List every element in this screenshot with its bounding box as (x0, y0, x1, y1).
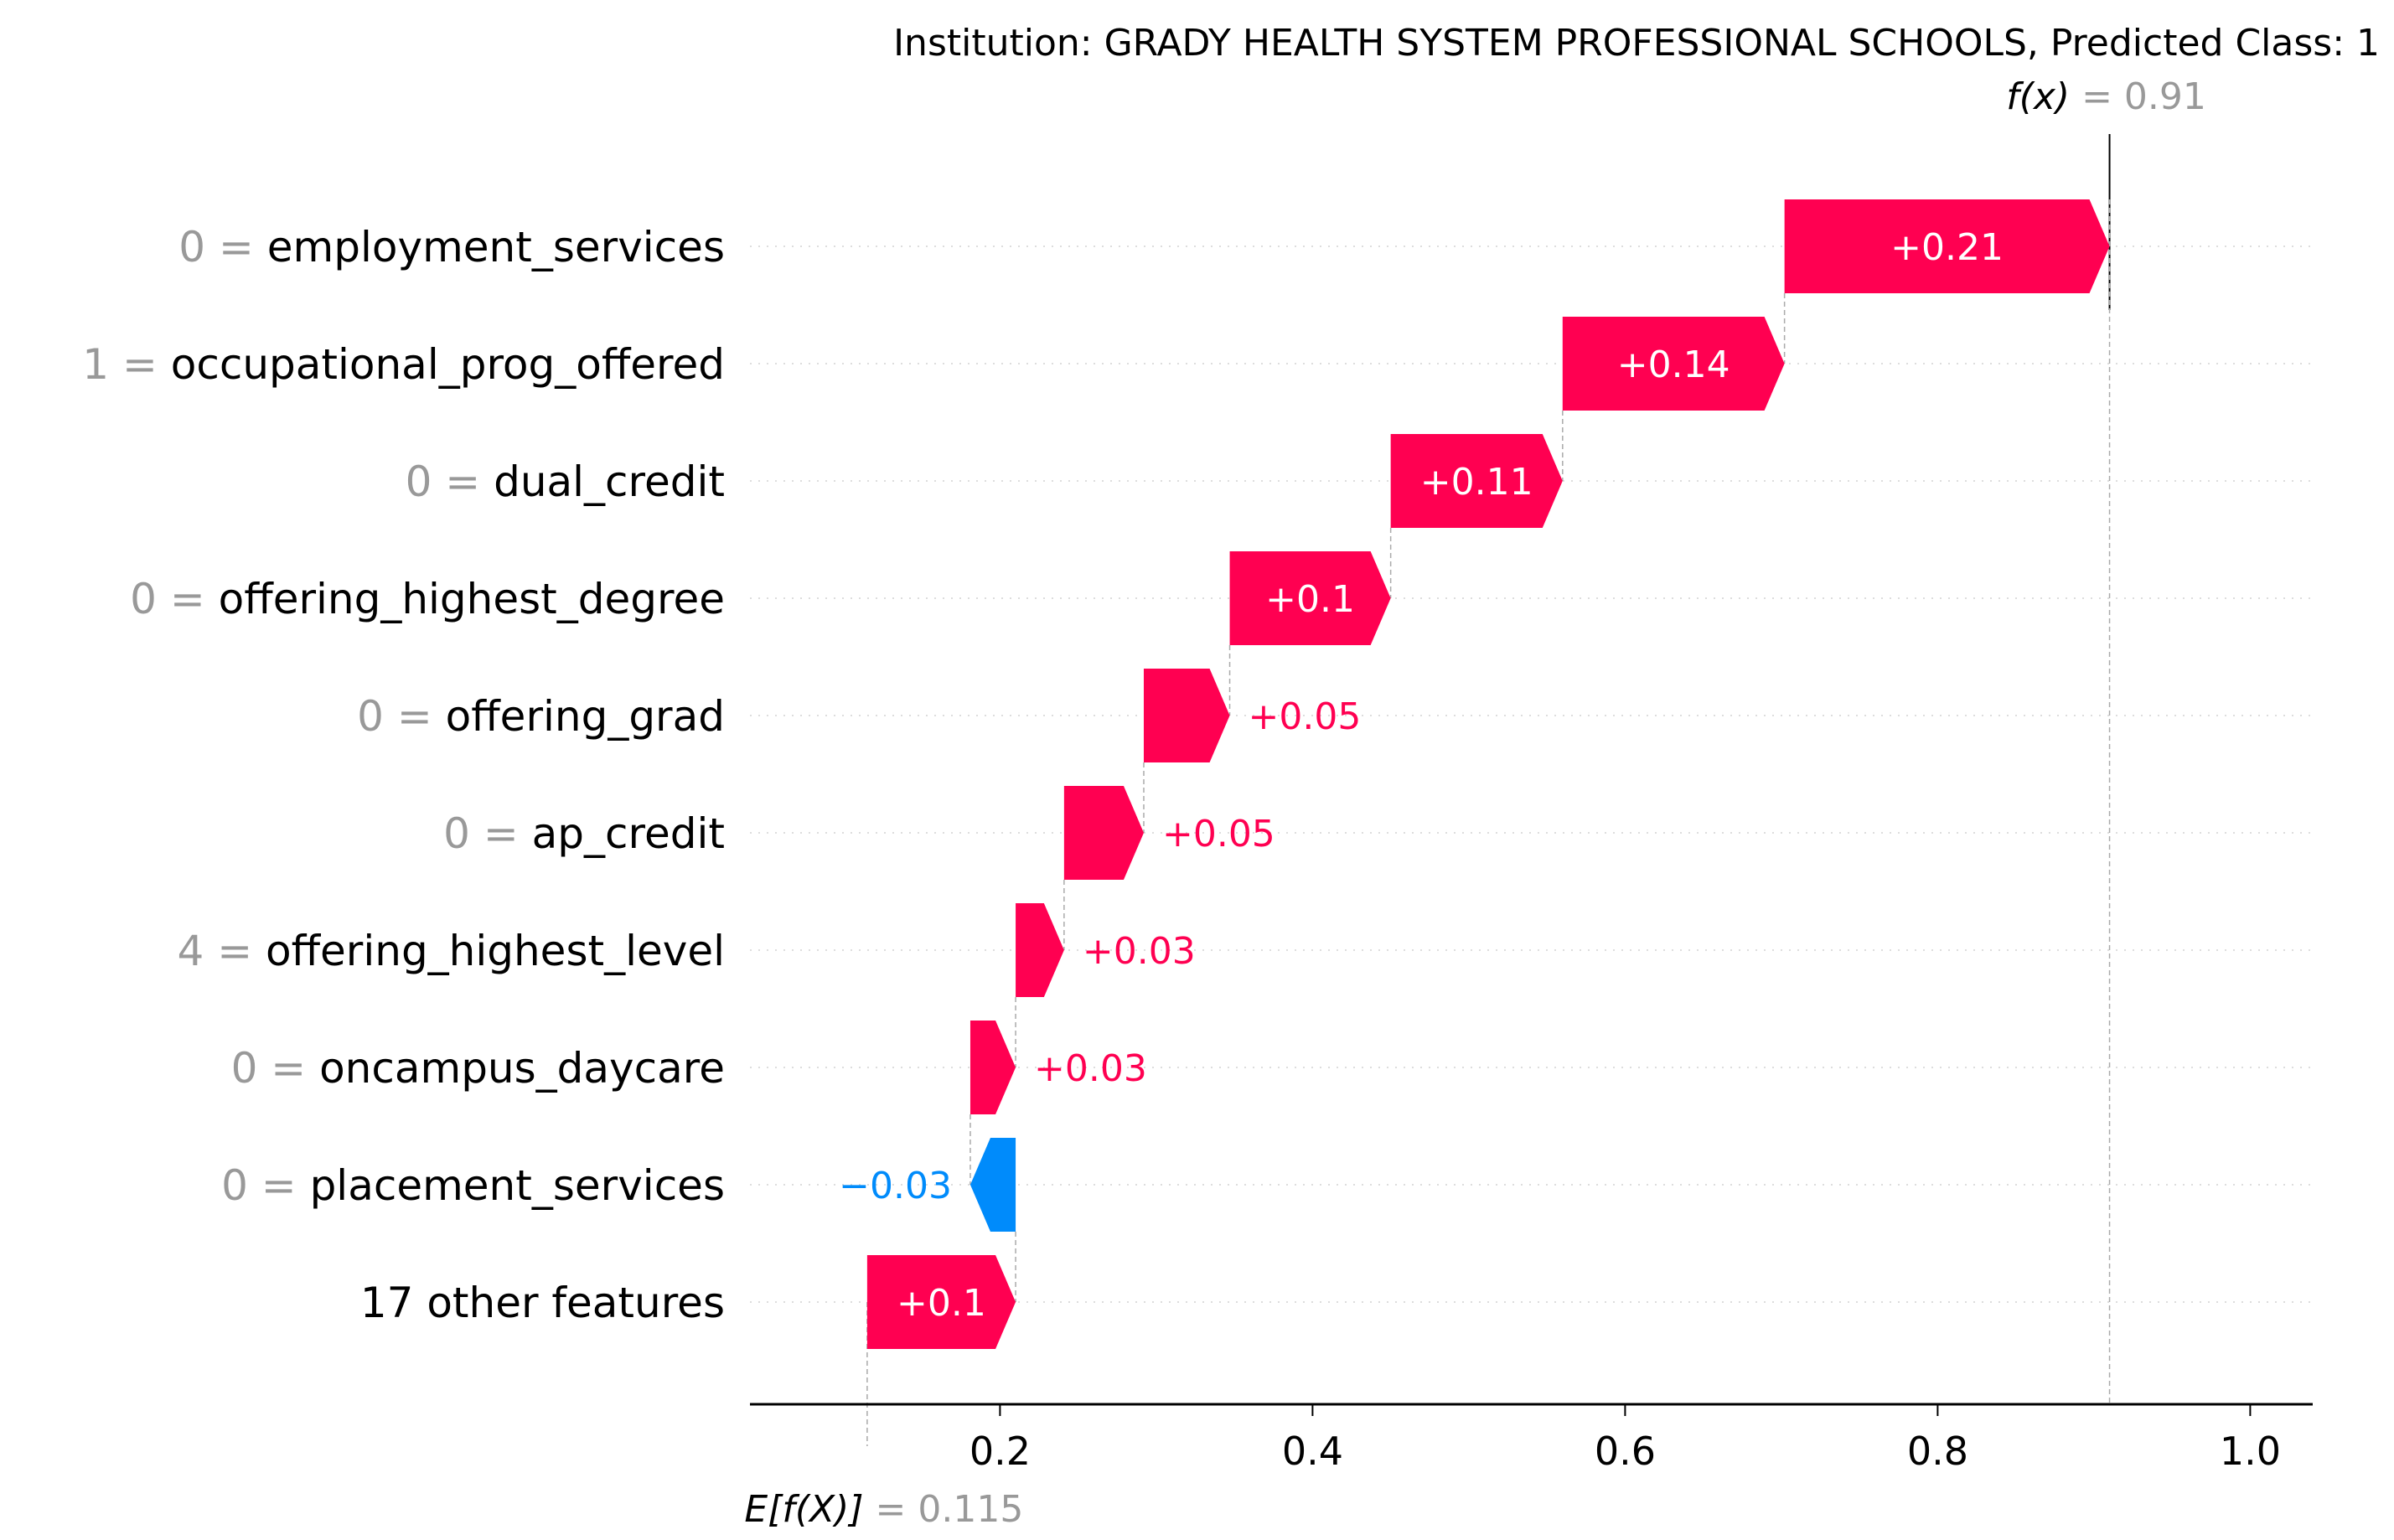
feature-label: 1 = occupational_prog_offered (82, 340, 725, 389)
base-value-annotation: E[f(X)] = 0.115 (744, 1488, 1023, 1531)
feature-label: 17 other features (360, 1279, 725, 1327)
bar-value-label: +0.1 (897, 1282, 986, 1325)
feature-value: 4 = (178, 927, 266, 975)
feature-value: 0 = (443, 809, 532, 858)
feature-value: 0 = (130, 575, 219, 623)
feature-name: placement_services (310, 1161, 725, 1210)
row-gridlines (750, 245, 2313, 1303)
feature-label: 0 = placement_services (221, 1161, 725, 1210)
feature-label: 4 = offering_highest_level (178, 927, 726, 975)
feature-value: 0 = (178, 223, 267, 271)
x-tick-label: 0.2 (969, 1429, 1031, 1474)
bar-value-label: +0.1 (1265, 578, 1355, 621)
x-tick-label: 1.0 (2220, 1429, 2281, 1474)
base-value-number: = 0.115 (876, 1488, 1024, 1531)
x-tick-label: 0.4 (1282, 1429, 1343, 1474)
positive-contribution-bar (1016, 903, 1064, 997)
x-tick-label: 0.6 (1595, 1429, 1656, 1474)
feature-label: 0 = offering_highest_degree (130, 575, 725, 623)
feature-labels: +0.21 0 = employment_services +0.14 1 = occ… (82, 223, 2004, 1327)
bar-value-label: +0.03 (1083, 930, 1196, 973)
bar-value-label: +0.11 (1420, 461, 1533, 504)
bar-value-label: +0.14 (1617, 344, 1730, 386)
positive-contribution-bar (969, 1021, 1016, 1114)
x-axis: 0.2 0.4 0.6 0.8 1.0 (750, 1403, 2313, 1474)
positive-contribution-bar (1784, 199, 2110, 293)
feature-label: 0 = ap_credit (443, 809, 725, 858)
feature-value: 0 = (357, 692, 446, 741)
feature-label: 0 = offering_grad (357, 692, 725, 741)
positive-contribution-bar (866, 1255, 1016, 1349)
feature-name: employment_services (267, 223, 725, 271)
feature-label: 0 = dual_credit (406, 457, 725, 506)
output-value-annotation: f(x) = 0.91 (2006, 75, 2206, 118)
feature-name: occupational_prog_offered (171, 340, 725, 389)
contribution-bars (866, 199, 2110, 1349)
positive-contribution-bar (1229, 551, 1391, 645)
feature-label: 0 = employment_services (178, 223, 725, 271)
feature-name: ap_credit (532, 809, 725, 858)
output-value-number: = 0.91 (2081, 75, 2206, 118)
positive-contribution-bar (1143, 669, 1230, 762)
negative-contribution-bar (969, 1138, 1016, 1232)
connector-lines (866, 134, 2111, 1446)
positive-contribution-bar (1063, 786, 1144, 880)
feature-name: 17 other features (360, 1279, 725, 1327)
bar-value-label: +0.05 (1249, 695, 1362, 738)
value-annotations: f(x) = 0.91 E[f(X)] = 0.115 (744, 75, 2205, 1531)
bar-value-label: +0.05 (1162, 813, 1275, 855)
feature-name: dual_credit (494, 457, 725, 506)
bar-value-label: −0.03 (839, 1165, 952, 1207)
feature-name: offering_highest_degree (219, 575, 725, 623)
feature-name: offering_grad (446, 692, 725, 741)
feature-value: 0 = (406, 457, 494, 506)
bar-value-label: +0.21 (1890, 226, 2004, 269)
positive-contribution-bar (1390, 434, 1563, 528)
base-value-symbol: E[f(X)] (744, 1488, 875, 1531)
feature-label: 0 = oncampus_daycare (231, 1044, 725, 1093)
feature-value: 0 = (231, 1044, 320, 1093)
feature-name: oncampus_daycare (319, 1044, 725, 1093)
feature-value: 0 = (221, 1161, 310, 1210)
positive-contribution-bar (1562, 317, 1785, 411)
chart-title: Institution: GRADY HEALTH SYSTEM PROFESS… (893, 22, 2380, 65)
output-value-symbol: f(x) (2006, 75, 2081, 118)
bar-value-label: +0.03 (1034, 1047, 1147, 1090)
x-tick-label: 0.8 (1907, 1429, 1968, 1474)
feature-value: 1 = (82, 340, 171, 389)
feature-name: offering_highest_level (266, 927, 725, 975)
